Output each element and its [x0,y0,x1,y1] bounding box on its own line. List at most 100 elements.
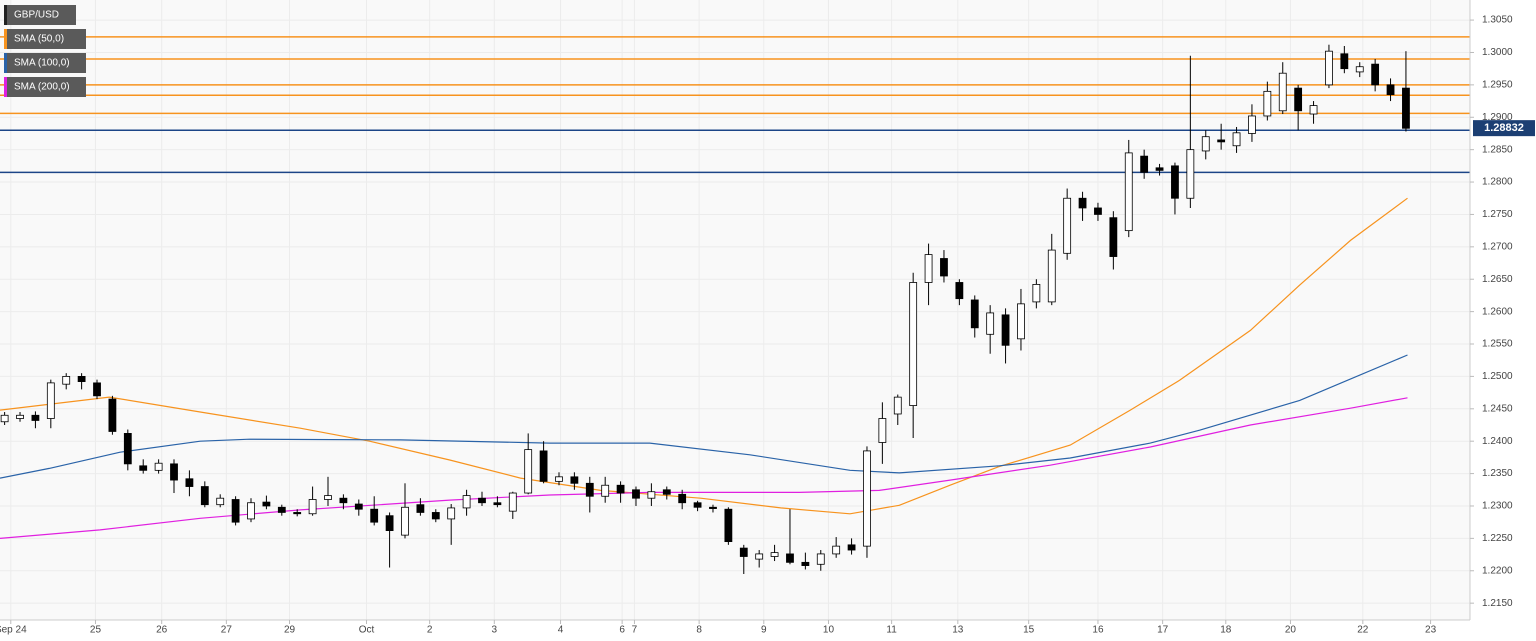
x-tick-label: 16 [1092,625,1104,636]
candle-body [478,497,486,504]
sma-line [0,197,1408,515]
x-tick-label: Oct [359,625,375,636]
x-tick-label: 27 [221,625,233,636]
candle-body [847,544,856,551]
candle-body [46,382,55,419]
candle-body [447,507,456,520]
candle-body [1109,217,1118,257]
legend-swatch [4,53,7,73]
sma-line [0,354,1408,479]
candle-body [431,512,440,520]
x-tick-label: 15 [1023,625,1035,636]
x-tick-label: 22 [1357,625,1369,636]
candle-body [909,282,918,406]
candle-body [801,561,810,566]
x-tick-label: 10 [823,625,835,636]
legend-label: SMA (200,0) [14,82,70,93]
y-tick-label: 1.2400 [1482,436,1513,447]
candle-body [924,254,933,283]
candle-body [508,492,517,512]
candle-body [1340,53,1349,70]
candle-body [1078,197,1087,209]
y-tick-label: 1.2600 [1482,306,1513,317]
candle-body [154,462,163,471]
candle-body [1032,284,1041,303]
candle-body [293,512,302,515]
candle-body [1201,136,1210,152]
legend-label: SMA (100,0) [14,58,70,69]
candle-body [955,282,964,300]
candle-body [16,414,24,419]
candle-body [709,506,717,509]
candle-body [539,450,548,482]
y-tick-label: 1.2750 [1482,209,1513,220]
candle-body [385,515,394,531]
y-tick-label: 1.2700 [1482,241,1513,252]
candle-body [139,465,148,471]
last-price-tag [1473,120,1535,137]
candle-body [524,449,533,494]
x-tick-label: 13 [952,625,964,636]
legend-swatch [4,77,7,97]
y-tick-label: 1.2650 [1482,274,1513,285]
candle-body [1171,165,1179,199]
x-tick-label: 3 [492,625,498,636]
candle-body [678,493,687,504]
candle-body [1017,303,1025,340]
candle-body [724,508,733,543]
candle-body [1186,149,1195,199]
candle-body [1386,84,1395,95]
x-tick-label: 6 [619,625,625,636]
x-tick-label: 8 [696,625,702,636]
candle-body [1371,63,1380,86]
candle-body [601,484,610,497]
candle-body [893,396,902,415]
legend-box [4,77,86,97]
y-tick-label: 1.2300 [1482,501,1513,512]
y-tick-label: 1.2950 [1482,80,1513,91]
candle-body [462,495,471,509]
candle-body [878,418,887,443]
x-tick-label: 23 [1425,625,1437,636]
candle-body [123,433,132,465]
candle-body [1263,90,1272,117]
candle-body [200,486,209,506]
candle-body [739,547,748,557]
candle-body [1278,72,1287,112]
candle-body [616,484,625,494]
candle-body [693,502,702,508]
candle-body [62,376,71,385]
candle-body [231,499,240,523]
candle-body [816,553,825,565]
candle-body [1155,167,1164,171]
candle-body [401,506,409,536]
x-tick-label: 26 [156,625,168,636]
x-tick-label: 20 [1285,625,1297,636]
candle-body [1248,115,1256,134]
candle-body [1124,152,1133,232]
legend-label: SMA (50,0) [14,34,64,45]
legend: GBP/USD SMA (50,0) SMA (100,0) SMA (200,0) [4,5,86,97]
x-tick-label: 29 [284,625,296,636]
candles [0,44,1410,575]
y-tick-label: 1.2250 [1482,533,1513,544]
y-tick-label: 1.2550 [1482,339,1513,350]
y-tick-label: 1.2450 [1482,403,1513,414]
candle-body [247,502,255,520]
legend-label: GBP/USD [14,10,59,21]
y-tick-label: 1.2150 [1482,598,1513,609]
candle-body [1217,139,1226,143]
candle-body [632,489,640,499]
candle-body [308,499,317,515]
legend-box [4,53,86,73]
candle-body [647,491,656,499]
candle-body [31,414,40,421]
legend-box [4,29,86,49]
x-tick-label: 9 [761,625,767,636]
x-tick-label: 4 [558,625,564,636]
candle-body [755,553,764,560]
candle-body [324,495,332,500]
candle-body [1094,207,1102,215]
x-tick-label: 18 [1220,625,1232,636]
